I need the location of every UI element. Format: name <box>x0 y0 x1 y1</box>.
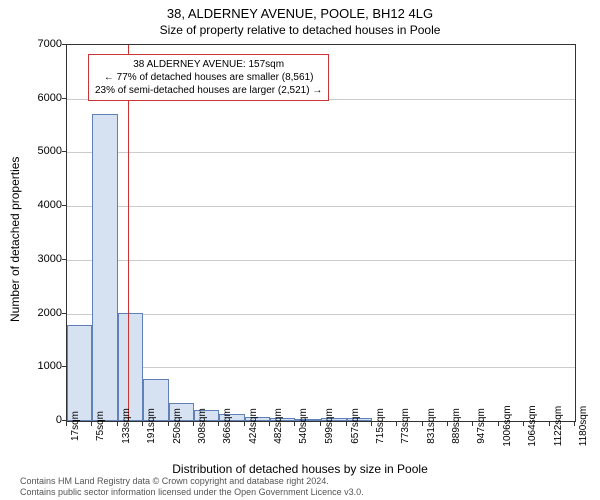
x-axis-label: Distribution of detached houses by size … <box>0 462 600 476</box>
x-tick-mark <box>422 422 423 426</box>
x-tick-label: 366sqm <box>222 408 233 444</box>
y-tick-label: 5000 <box>12 145 62 157</box>
x-tick-label: 482sqm <box>273 408 284 444</box>
page-title: 38, ALDERNEY AVENUE, POOLE, BH12 4LG <box>0 0 600 21</box>
x-tick-mark <box>269 422 270 426</box>
y-axis-label: Number of detached properties <box>8 157 22 322</box>
grid-line <box>67 260 575 261</box>
x-tick-label: 773sqm <box>400 408 411 444</box>
y-tick-mark <box>62 259 66 260</box>
y-tick-label: 3000 <box>12 253 62 265</box>
footer-line1: Contains HM Land Registry data © Crown c… <box>20 476 364 487</box>
y-tick-label: 2000 <box>12 307 62 319</box>
x-tick-label: 599sqm <box>324 408 335 444</box>
y-tick-mark <box>62 44 66 45</box>
x-tick-mark <box>193 422 194 426</box>
x-tick-label: 424sqm <box>248 408 259 444</box>
x-tick-mark <box>346 422 347 426</box>
grid-line <box>67 367 575 368</box>
x-tick-mark <box>371 422 372 426</box>
x-tick-label: 947sqm <box>476 408 487 444</box>
x-tick-label: 1122sqm <box>553 406 564 446</box>
annotation-line1: 38 ALDERNEY AVENUE: 157sqm <box>95 58 322 71</box>
annotation-line2: ← 77% of detached houses are smaller (8,… <box>95 71 322 84</box>
page-subtitle: Size of property relative to detached ho… <box>0 21 600 37</box>
x-tick-label: 75sqm <box>95 411 106 441</box>
x-tick-mark <box>294 422 295 426</box>
x-tick-label: 133sqm <box>121 408 132 444</box>
x-tick-mark <box>523 422 524 426</box>
x-tick-label: 889sqm <box>451 408 462 444</box>
y-tick-mark <box>62 313 66 314</box>
x-tick-label: 1064sqm <box>527 405 538 446</box>
marker-line <box>128 45 129 421</box>
x-tick-mark <box>549 422 550 426</box>
x-tick-mark <box>320 422 321 426</box>
annotation-line3: 23% of semi-detached houses are larger (… <box>95 84 322 97</box>
y-tick-label: 6000 <box>12 92 62 104</box>
x-tick-mark <box>218 422 219 426</box>
y-tick-label: 4000 <box>12 199 62 211</box>
grid-line <box>67 152 575 153</box>
x-tick-label: 657sqm <box>350 408 361 444</box>
x-tick-mark <box>244 422 245 426</box>
histogram-bar <box>118 313 143 422</box>
grid-line <box>67 314 575 315</box>
y-tick-mark <box>62 420 66 421</box>
x-tick-mark <box>447 422 448 426</box>
x-tick-label: 1180sqm <box>578 406 589 446</box>
footer-attribution: Contains HM Land Registry data © Crown c… <box>20 476 364 498</box>
x-tick-mark <box>472 422 473 426</box>
y-tick-mark <box>62 205 66 206</box>
footer-line2: Contains public sector information licen… <box>20 487 364 498</box>
x-tick-mark <box>142 422 143 426</box>
histogram-bar <box>92 114 117 421</box>
x-tick-mark <box>168 422 169 426</box>
x-tick-mark <box>498 422 499 426</box>
annotation-box: 38 ALDERNEY AVENUE: 157sqm← 77% of detac… <box>88 54 329 101</box>
x-tick-label: 308sqm <box>197 408 208 444</box>
x-tick-label: 1006sqm <box>502 405 513 446</box>
x-tick-label: 540sqm <box>298 408 309 444</box>
x-tick-mark <box>574 422 575 426</box>
chart-container: 38, ALDERNEY AVENUE, POOLE, BH12 4LG Siz… <box>0 0 600 500</box>
y-tick-label: 7000 <box>12 38 62 50</box>
histogram-bar <box>67 325 92 421</box>
x-tick-label: 715sqm <box>375 408 386 444</box>
y-tick-label: 0 <box>12 414 62 426</box>
y-tick-label: 1000 <box>12 360 62 372</box>
x-tick-mark <box>396 422 397 426</box>
y-tick-mark <box>62 98 66 99</box>
y-tick-mark <box>62 151 66 152</box>
x-tick-label: 17sqm <box>70 411 81 441</box>
x-tick-label: 831sqm <box>426 408 437 444</box>
y-tick-mark <box>62 366 66 367</box>
x-tick-mark <box>91 422 92 426</box>
x-tick-label: 191sqm <box>146 408 157 444</box>
grid-line <box>67 206 575 207</box>
x-tick-mark <box>66 422 67 426</box>
x-tick-label: 250sqm <box>172 408 183 444</box>
x-tick-mark <box>117 422 118 426</box>
